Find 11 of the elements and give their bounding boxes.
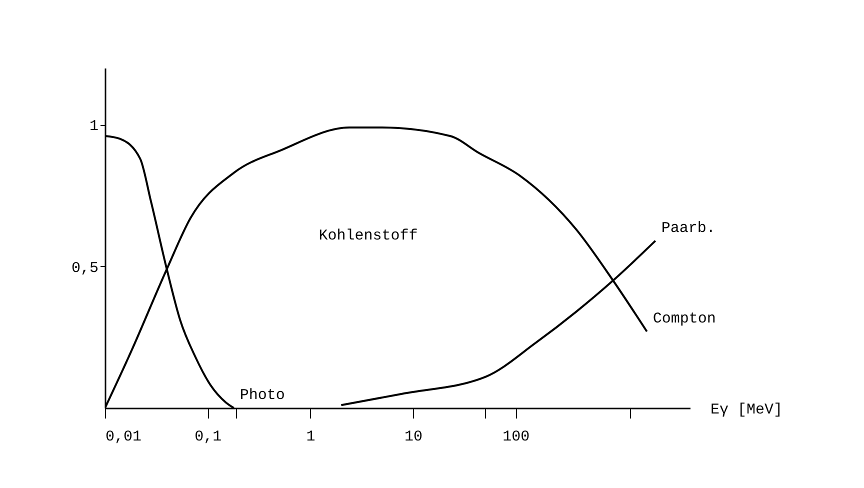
series-label: Compton xyxy=(652,310,716,328)
x-tick-label: 10 xyxy=(404,428,422,446)
x-tick-label: 1 xyxy=(306,428,316,446)
x-tick-label: 100 xyxy=(502,428,530,446)
x-tick-label: 0,01 xyxy=(106,428,142,446)
y-tick-label: 0,5 xyxy=(71,260,98,277)
series-label: Paarb. xyxy=(661,220,716,237)
series-label: Photo xyxy=(240,387,285,404)
x-axis-title: Eγ [MeV] xyxy=(710,402,783,418)
x-tick-label: 0,1 xyxy=(194,428,222,446)
annotation: Kohlenstoff xyxy=(318,228,418,245)
